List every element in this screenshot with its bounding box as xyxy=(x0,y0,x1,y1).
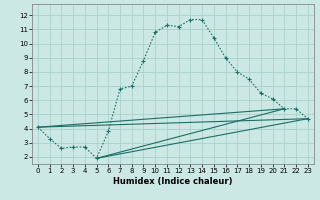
X-axis label: Humidex (Indice chaleur): Humidex (Indice chaleur) xyxy=(113,177,233,186)
